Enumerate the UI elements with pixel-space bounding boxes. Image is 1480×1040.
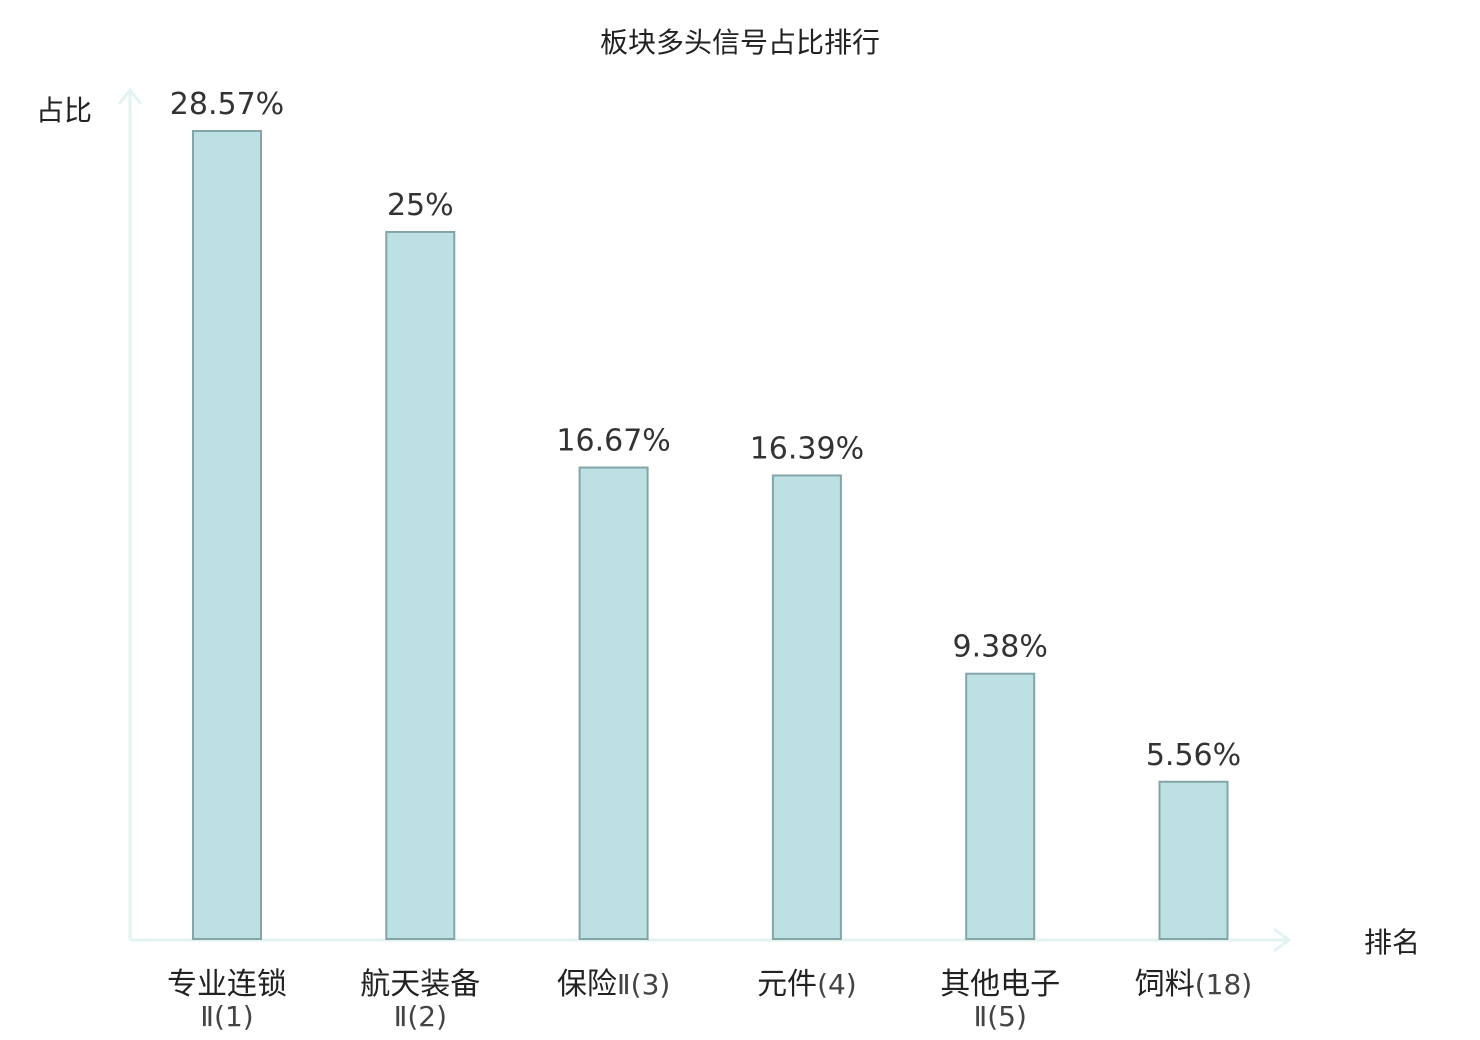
category-rank-4: (4) — [817, 968, 857, 1001]
category-rank-1: Ⅱ(1) — [200, 1000, 253, 1033]
category-name-3: 保险 — [557, 967, 617, 1002]
category-name-4: 元件 — [757, 967, 817, 1002]
category-label-6: 饲料(18) — [1135, 967, 1252, 1002]
bars — [192, 130, 1229, 940]
y-axis-arrow — [117, 87, 143, 105]
x-axis-arrow — [1273, 927, 1292, 953]
value-label-6: 5.56% — [1146, 738, 1241, 773]
category-name-5: 其他电子 — [940, 967, 1060, 1002]
axes — [117, 87, 1292, 953]
value-label-2: 25% — [387, 188, 454, 223]
value-label-1: 28.57% — [170, 87, 284, 122]
bar-4 — [771, 474, 842, 940]
category-name-2: 航天装备 — [360, 967, 480, 1002]
category-labels: 专业连锁 Ⅱ(1) 航天装备 Ⅱ(2) 保险Ⅱ(3) 元件(4) 其他电子 Ⅱ(5) 饲料(18… — [167, 967, 1252, 1033]
bar-1 — [192, 130, 262, 940]
category-rank-5: Ⅱ(5) — [973, 1000, 1026, 1033]
bar-6 — [1158, 780, 1229, 940]
category-rank-6: (18) — [1195, 968, 1252, 1001]
y-axis-title: 占比 — [36, 94, 92, 127]
value-labels: 28.57% 25% 16.67% 16.39% 9.38% 5.56% — [170, 87, 1241, 773]
category-label-1: 专业连锁 Ⅱ(1) — [167, 967, 287, 1033]
value-label-5: 9.38% — [953, 630, 1048, 665]
bar-3 — [578, 466, 649, 940]
category-name-1: 专业连锁 — [167, 967, 287, 1002]
category-label-3: 保险Ⅱ(3) — [557, 967, 670, 1002]
category-label-2: 航天装备 Ⅱ(2) — [360, 967, 480, 1033]
category-label-4: 元件(4) — [757, 967, 857, 1002]
category-label-5: 其他电子 Ⅱ(5) — [940, 967, 1060, 1033]
bar-2 — [385, 230, 456, 940]
category-name-6: 饲料 — [1135, 967, 1195, 1002]
category-rank-3: Ⅱ(3) — [617, 968, 670, 1001]
x-axis-title: 排名 — [1364, 926, 1420, 959]
value-label-4: 16.39% — [750, 431, 864, 466]
category-rank-2: Ⅱ(2) — [394, 1000, 447, 1033]
value-label-3: 16.67% — [556, 424, 670, 459]
chart-title: 板块多头信号占比排行 — [600, 26, 880, 59]
bar-5 — [965, 672, 1036, 940]
